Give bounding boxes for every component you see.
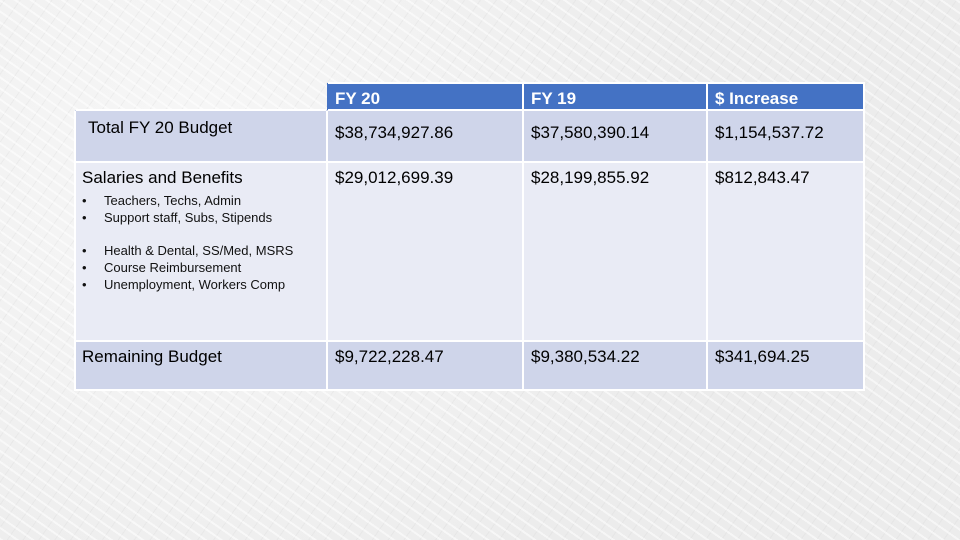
row-label: Salaries and Benefits bbox=[82, 168, 243, 187]
header-empty-cell bbox=[75, 83, 327, 110]
list-item: • Teachers, Techs, Admin bbox=[82, 193, 242, 208]
row-label: Total FY 20 Budget bbox=[88, 118, 233, 137]
header-fy20: FY 20 bbox=[326, 82, 524, 111]
table-row: Total FY 20 Budget $38,734,927.86 $37,58… bbox=[74, 109, 865, 163]
list-item: • Health & Dental, SS/Med, MSRS bbox=[82, 243, 294, 258]
bullet-list: • Teachers, Techs, Admin • Support staff, … bbox=[76, 192, 326, 226]
increase-cell: $812,843.47 bbox=[706, 161, 865, 342]
row-label: Remaining Budget bbox=[82, 347, 222, 366]
list-item: • Course Reimbursement bbox=[82, 260, 242, 275]
row-label-cell: Remaining Budget bbox=[74, 340, 328, 391]
header-row: FY 20 FY 19 $ Increase bbox=[75, 82, 865, 111]
row-label-cell: Salaries and Benefits • Teachers, Techs, … bbox=[74, 161, 328, 342]
fy20-cell: $9,722,228.47 bbox=[326, 340, 524, 391]
list-item: • Support staff, Subs, Stipends bbox=[82, 210, 273, 225]
fy20-cell: $38,734,927.86 bbox=[326, 109, 524, 163]
increase-cell: $1,154,537.72 bbox=[706, 109, 865, 163]
table-row: Remaining Budget $9,722,228.47 $9,380,53… bbox=[74, 340, 865, 391]
fy19-cell: $28,199,855.92 bbox=[522, 161, 708, 342]
increase-cell: $341,694.25 bbox=[706, 340, 865, 391]
header-increase: $ Increase bbox=[706, 82, 865, 111]
list-item: • Unemployment, Workers Comp bbox=[82, 277, 286, 292]
bullet-list: • Health & Dental, SS/Med, MSRS • Course R… bbox=[76, 242, 326, 293]
fy19-cell: $9,380,534.22 bbox=[522, 340, 708, 391]
table-row: Salaries and Benefits • Teachers, Techs, … bbox=[74, 161, 865, 342]
fy19-cell: $37,580,390.14 bbox=[522, 109, 708, 163]
row-label-cell: Total FY 20 Budget bbox=[74, 109, 328, 163]
fy20-cell: $29,012,699.39 bbox=[326, 161, 524, 342]
budget-table: FY 20 FY 19 $ Increase Total FY 20 Budge… bbox=[74, 82, 865, 391]
header-fy19: FY 19 bbox=[522, 82, 708, 111]
